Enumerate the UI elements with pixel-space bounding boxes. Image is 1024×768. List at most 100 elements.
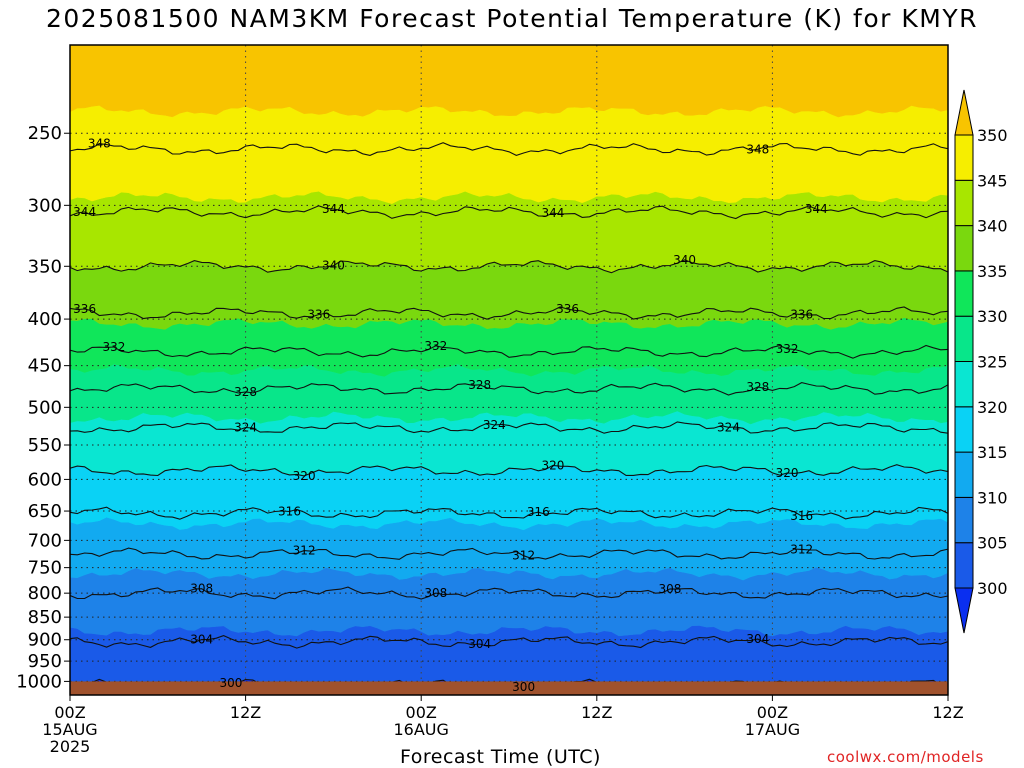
contour-label: 348 [88, 137, 111, 151]
colorbar-swatch [954, 179, 974, 227]
contour-label: 336 [307, 308, 330, 322]
y-tick-label: 700 [28, 530, 62, 551]
y-tick-label: 550 [28, 435, 62, 456]
contour-label: 316 [527, 505, 550, 519]
contour-324 [70, 421, 948, 434]
colorbar-label: 320 [977, 398, 1008, 417]
contour-label: 324 [717, 420, 740, 434]
contour-304 [70, 635, 948, 649]
y-tick-label: 1000 [16, 671, 62, 692]
ground-surface [70, 681, 948, 695]
colorbar-label: 345 [977, 171, 1008, 190]
contour-label: 308 [424, 586, 447, 600]
colorbar-swatch [954, 496, 974, 544]
colorbar-label: 350 [977, 126, 1008, 145]
theta-band [70, 45, 948, 118]
contour-labels: 348 348 344 344 344 344 340 340 336 336 336 336 332 3… [73, 137, 828, 695]
colorbar-label: 305 [977, 534, 1008, 553]
x-tick-sublabel: 16AUG [393, 720, 448, 739]
contour-label: 324 [234, 421, 257, 435]
contour-label: 304 [190, 633, 213, 647]
x-tick-label: 00Z [757, 703, 788, 722]
contour-label: 348 [746, 142, 769, 156]
contour-328 [70, 382, 948, 396]
contour-label: 336 [790, 308, 813, 322]
grid-lines [70, 45, 948, 695]
y-tick-label: 650 [28, 501, 62, 522]
contour-label: 340 [322, 259, 345, 273]
theta-band [70, 259, 948, 330]
chart-title: 2025081500 NAM3KM Forecast Potential Tem… [46, 4, 978, 33]
contour-label: 328 [468, 378, 491, 392]
contour-label: 316 [790, 509, 813, 523]
contour-label: 312 [512, 549, 535, 563]
contour-label: 344 [322, 202, 345, 216]
y-tick-label: 400 [28, 309, 62, 330]
colorbar-swatch [954, 315, 974, 363]
colorbar-label: 335 [977, 262, 1008, 281]
source-credit[interactable]: coolwx.com/models [827, 748, 984, 766]
contour-label: 336 [556, 302, 579, 316]
colorbar-extend-low [954, 587, 974, 634]
x-tick-label: 12Z [230, 703, 261, 722]
contour-label: 320 [293, 469, 316, 483]
y-tick-label: 350 [28, 256, 62, 277]
y-tick-label: 800 [28, 583, 62, 604]
colorbar-swatch [954, 451, 974, 498]
x-tick-label: 00Z [406, 703, 437, 722]
contour-label: 312 [293, 544, 316, 558]
x-tick-label: 12Z [581, 703, 612, 722]
x-tick-sublabel: 15AUG [42, 720, 97, 739]
y-tick-label: 900 [28, 630, 62, 651]
contour-344 [70, 205, 948, 220]
theta-band [70, 410, 948, 477]
contour-label: 312 [790, 542, 813, 556]
contour-label: 304 [468, 637, 491, 651]
contour-label: 328 [746, 380, 769, 394]
colorbar-label: 300 [977, 579, 1008, 598]
contour-label: 320 [541, 458, 564, 472]
colorbar-label: 315 [977, 443, 1008, 462]
colorbar-swatch [954, 270, 974, 317]
contour-label: 344 [541, 206, 564, 220]
contour-label: 300 [220, 676, 243, 690]
colorbar-swatch [954, 406, 974, 453]
colorbar-swatch [954, 542, 974, 589]
colorbar-label: 340 [977, 217, 1008, 236]
contour-308 [70, 586, 948, 600]
colorbar-label: 325 [977, 353, 1008, 372]
colorbar-extend-high [954, 89, 974, 136]
plot-frame [69, 44, 949, 696]
contour-label: 340 [673, 253, 696, 267]
contour-label: 344 [805, 202, 828, 216]
contour-label: 332 [424, 339, 447, 353]
contour-label: 308 [659, 582, 682, 596]
contour-label: 328 [234, 385, 257, 399]
y-tick-label: 500 [28, 397, 62, 418]
colorbar: 300 305 310 315 320 325 330 335 340 345 350 [954, 89, 1008, 634]
contour-label: 324 [483, 418, 506, 432]
y-tick-label: 850 [28, 607, 62, 628]
colorbar-label: 330 [977, 307, 1008, 326]
y-tick-label: 600 [28, 469, 62, 490]
contour-336 [70, 306, 948, 320]
theta-band [70, 105, 948, 204]
contour-label: 316 [278, 505, 301, 519]
x-tick-sublabel: 17AUG [745, 720, 800, 739]
theta-fill-bands [70, 45, 948, 695]
contour-label: 332 [102, 340, 125, 354]
y-tick-label: 250 [28, 123, 62, 144]
y-tick-label: 750 [28, 558, 62, 579]
contour-316 [70, 506, 948, 520]
contour-label: 308 [190, 582, 213, 596]
x-axis-label: Forecast Time (UTC) [400, 746, 601, 768]
x-tick-sublabel: 2025 [50, 737, 91, 756]
contour-332 [70, 344, 948, 359]
contour-label: 336 [73, 302, 96, 316]
y-tick-label: 950 [28, 651, 62, 672]
x-tick-label: 00Z [54, 703, 85, 722]
colorbar-swatch [954, 361, 974, 408]
